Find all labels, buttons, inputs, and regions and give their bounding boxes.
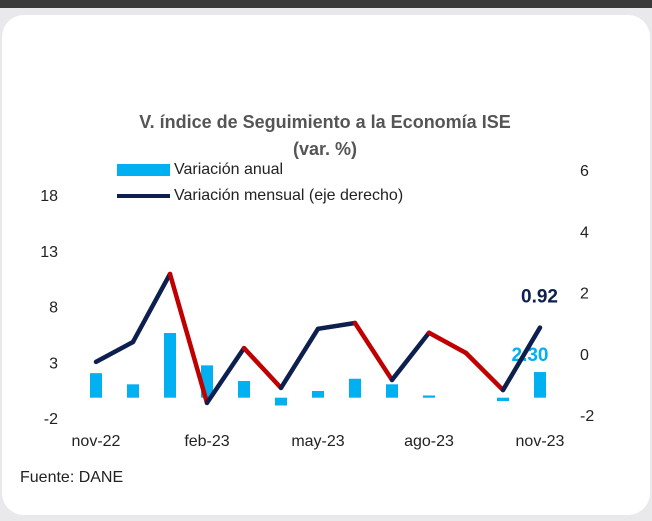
- line-segment: [130, 271, 173, 345]
- line-segment: [241, 345, 284, 391]
- bar: [423, 395, 435, 398]
- y2-tick-label: 4: [580, 224, 589, 241]
- y2-tick-label: -2: [580, 408, 594, 425]
- bar: [349, 378, 361, 398]
- line-segment: [463, 350, 506, 393]
- legend-label: Variación anual: [174, 161, 283, 178]
- x-tick-label: ago-23: [404, 433, 454, 450]
- line-segment: [315, 320, 358, 332]
- bar: [386, 384, 398, 398]
- y-tick-label: 8: [49, 300, 58, 317]
- y-tick-label: 18: [40, 188, 58, 205]
- y2-tick-label: 0: [580, 347, 589, 364]
- bar: [164, 333, 176, 398]
- bar: [275, 397, 287, 406]
- bar: [238, 380, 250, 398]
- line-segment: [204, 345, 247, 406]
- y-tick-label: 13: [40, 244, 58, 261]
- x-tick-label: nov-22: [72, 433, 121, 450]
- x-tick-label: feb-23: [184, 433, 229, 450]
- source: Fuente: DANE: [20, 469, 123, 486]
- y-tick-label: 3: [49, 355, 58, 372]
- bar: [534, 372, 546, 398]
- line-segment: [389, 330, 432, 383]
- y-tick-label: -2: [44, 411, 58, 428]
- legend-swatch: [117, 164, 170, 176]
- top-card-edge: [0, 0, 652, 8]
- bar: [312, 391, 324, 398]
- legend-label: Variación mensual (eje derecho): [174, 187, 403, 204]
- bar: [127, 384, 139, 398]
- y2-tick-label: 2: [580, 286, 589, 303]
- line-segment: [500, 325, 543, 393]
- bar: [90, 373, 102, 398]
- chart-subtitle: (var. %): [293, 139, 357, 159]
- x-tick-label: may-23: [291, 433, 344, 450]
- line-segment: [278, 326, 321, 391]
- line-segment: [426, 330, 469, 356]
- line-segment: [93, 339, 136, 365]
- line-segment: [167, 271, 210, 406]
- y2-tick-label: 6: [580, 163, 589, 180]
- chart-title: V. índice de Seguimiento a la Economía I…: [139, 112, 510, 132]
- bar: [497, 397, 509, 402]
- data-label: 0.92: [521, 287, 558, 308]
- x-tick-label: nov-23: [516, 433, 565, 450]
- line-segment: [352, 320, 395, 383]
